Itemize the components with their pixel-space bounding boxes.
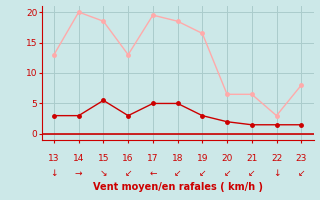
Text: ↙: ↙ [223, 169, 231, 178]
Text: ←: ← [149, 169, 156, 178]
Text: ↓: ↓ [50, 169, 58, 178]
Text: ↙: ↙ [298, 169, 305, 178]
Text: ↙: ↙ [174, 169, 181, 178]
Text: ↓: ↓ [273, 169, 280, 178]
Text: ↙: ↙ [199, 169, 206, 178]
Text: →: → [75, 169, 83, 178]
Text: ↙: ↙ [248, 169, 256, 178]
Text: ↙: ↙ [124, 169, 132, 178]
X-axis label: Vent moyen/en rafales ( km/h ): Vent moyen/en rafales ( km/h ) [92, 182, 263, 192]
Text: ↘: ↘ [100, 169, 107, 178]
